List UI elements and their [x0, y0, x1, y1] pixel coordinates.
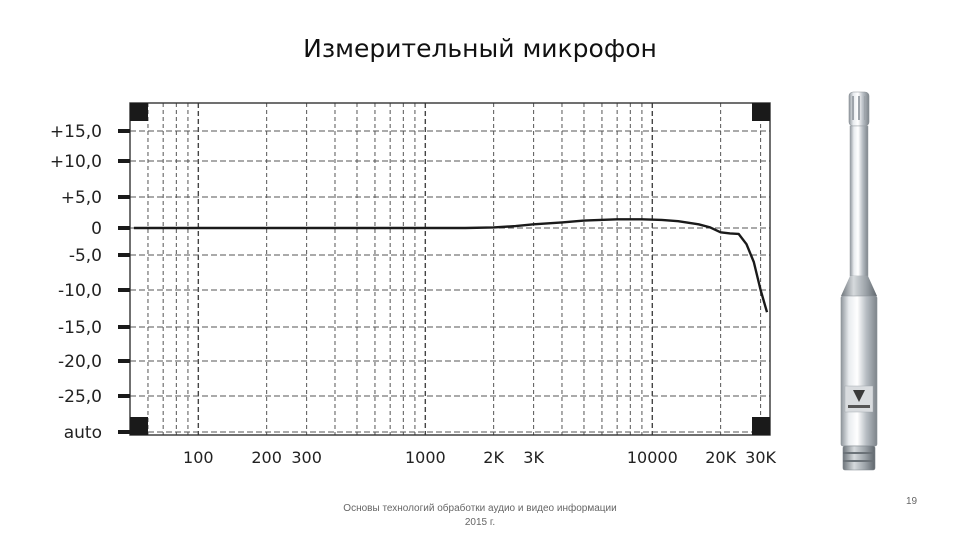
y-tick-label: -10,0 [58, 281, 102, 301]
y-tick-label: -25,0 [58, 387, 102, 407]
plot-border [129, 102, 771, 436]
y-tick-label: -5,0 [69, 246, 102, 266]
x-tick-label: 100 [183, 448, 214, 467]
x-tick-label: 300 [291, 448, 322, 467]
x-tick-label: 1000 [405, 448, 446, 467]
x-tick-label: 3K [523, 448, 544, 467]
y-tick-mark [118, 129, 130, 133]
corner-marker [752, 417, 770, 435]
y-tick-mark [118, 430, 130, 434]
slide-title: Измерительный микрофон [303, 34, 657, 63]
x-tick-label: 10000 [627, 448, 678, 467]
footer-course-title: Основы технологий обработки аудио и виде… [343, 503, 617, 514]
y-tick-label: auto [64, 423, 102, 443]
measurement-microphone-image [840, 91, 878, 471]
chart-grid [129, 103, 770, 435]
x-tick-labels: 100 200 300 1000 2K 3K 10000 20K 30K [183, 448, 776, 467]
y-tick-labels: +15,0 +10,0 +5,0 0 -5,0 -10,0 -15,0 -20,0 -25,0 a… [50, 122, 102, 443]
y-tick-mark [118, 288, 130, 292]
y-tick-mark [118, 394, 130, 398]
footer-year: 2015 г. [464, 517, 496, 528]
response-curve [133, 218, 769, 313]
series-line [133, 218, 769, 313]
chart-frame [118, 102, 771, 436]
x-tick-label: 20K [705, 448, 736, 467]
y-tick-label: +5,0 [61, 188, 102, 208]
corner-marker [752, 103, 770, 121]
y-tick-label: -20,0 [58, 352, 102, 372]
y-tick-mark [118, 253, 130, 257]
y-tick-mark [118, 195, 130, 199]
x-tick-label: 30K [745, 448, 776, 467]
page-number: 19 [906, 496, 918, 507]
y-tick-label: -15,0 [58, 318, 102, 338]
y-tick-mark [118, 159, 130, 163]
corner-marker [130, 417, 148, 435]
y-tick-label: +15,0 [50, 122, 102, 142]
x-tick-label: 2K [483, 448, 504, 467]
corner-marker [130, 103, 148, 121]
y-tick-label: +10,0 [50, 152, 102, 172]
y-tick-mark [118, 226, 130, 230]
slide-footer: Основы технологий обработки аудио и виде… [300, 502, 660, 530]
y-tick-label: 0 [91, 219, 102, 239]
x-tick-label: 200 [251, 448, 282, 467]
y-tick-mark [118, 359, 130, 363]
y-tick-mark [118, 325, 130, 329]
